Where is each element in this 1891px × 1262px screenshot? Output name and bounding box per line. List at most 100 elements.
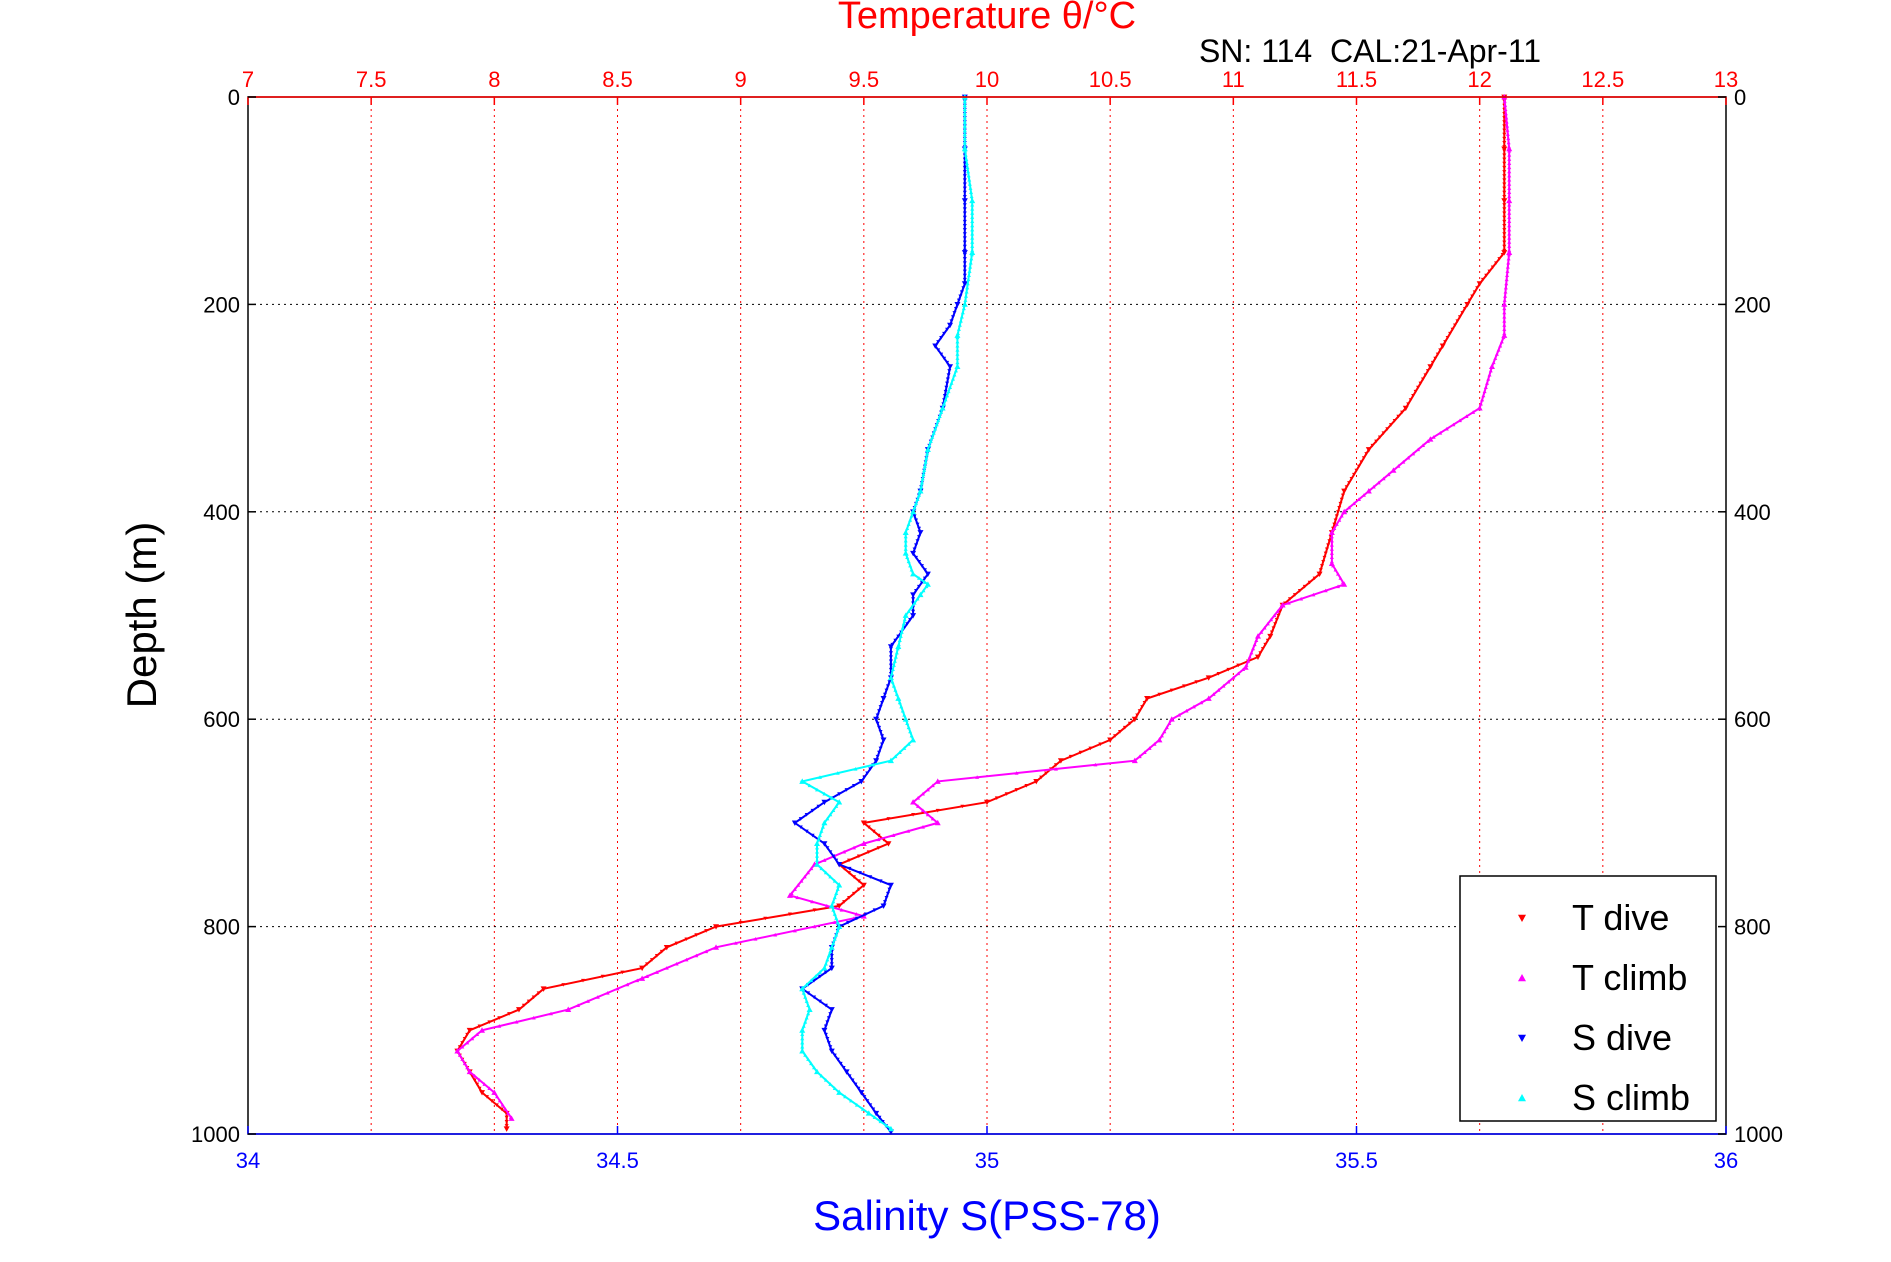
sample-marker <box>1318 568 1323 572</box>
sample-marker <box>1502 157 1507 162</box>
sample-marker <box>1221 684 1226 688</box>
sample-marker <box>649 958 654 962</box>
sample-marker <box>1211 692 1216 696</box>
sample-marker <box>955 348 960 352</box>
sample-marker <box>1159 733 1164 738</box>
sample-marker <box>825 1036 830 1041</box>
sample-marker <box>970 211 975 215</box>
sample-marker <box>829 903 834 908</box>
sample-marker <box>798 817 803 821</box>
sample-marker <box>1502 318 1507 323</box>
right-tick-label: 200 <box>1734 292 1771 317</box>
sample-marker <box>1329 534 1334 539</box>
sample-marker <box>946 373 951 377</box>
sample-marker <box>815 1069 820 1074</box>
sample-marker <box>801 1024 806 1028</box>
sample-marker <box>714 925 719 929</box>
sample-marker <box>909 513 914 518</box>
sample-marker <box>1137 709 1142 713</box>
sample-marker <box>1425 439 1430 443</box>
bottom-tick-label: 35 <box>975 1148 999 1173</box>
sample-marker <box>962 261 967 265</box>
sample-marker <box>893 638 898 643</box>
sample-marker <box>462 1061 467 1066</box>
sample-marker <box>962 165 967 170</box>
sample-marker <box>1246 659 1251 663</box>
sample-marker <box>962 144 967 149</box>
top-axis-title: Temperature θ/°C <box>838 0 1136 37</box>
sample-marker <box>1502 186 1507 191</box>
sample-marker <box>484 1095 489 1099</box>
sample-marker <box>817 999 822 1004</box>
sample-marker <box>1464 414 1469 418</box>
data-point <box>1501 146 1508 152</box>
sample-marker <box>962 186 967 191</box>
sample-marker <box>850 1078 855 1083</box>
sample-marker <box>1455 319 1460 323</box>
sample-marker <box>1485 381 1490 385</box>
sample-marker <box>961 306 966 311</box>
sample-marker <box>868 767 873 771</box>
sample-marker <box>829 962 834 966</box>
sample-marker <box>835 920 840 925</box>
sample-marker <box>1231 675 1236 680</box>
sample-marker <box>1502 145 1507 149</box>
sample-marker <box>1493 356 1498 360</box>
sample-marker <box>809 1061 814 1066</box>
sample-marker <box>887 887 892 892</box>
sample-marker <box>825 846 830 850</box>
sample-marker <box>1216 688 1221 692</box>
sample-marker <box>903 547 908 551</box>
sample-marker <box>994 796 999 801</box>
sample-marker <box>911 593 916 597</box>
sample-marker <box>911 800 916 804</box>
sample-marker <box>922 580 927 584</box>
sample-marker <box>1486 377 1491 381</box>
sample-marker <box>951 315 956 319</box>
sample-marker <box>1274 618 1279 622</box>
sample-marker <box>487 1020 492 1025</box>
sample-marker <box>1494 352 1499 356</box>
sample-marker <box>835 1057 840 1062</box>
sample-marker <box>1255 655 1260 659</box>
sample-marker <box>1333 518 1338 523</box>
sample-marker <box>1504 277 1509 282</box>
sample-marker <box>813 974 818 978</box>
sample-marker <box>1352 501 1357 506</box>
sample-marker <box>508 1115 513 1120</box>
sample-marker <box>902 617 907 622</box>
sample-marker <box>1068 754 1073 759</box>
sample-marker <box>824 903 829 908</box>
sample-marker <box>1453 323 1458 328</box>
sample-marker <box>942 356 947 361</box>
sample-marker <box>853 766 858 771</box>
sample-marker <box>893 754 898 759</box>
sample-marker <box>1147 746 1152 750</box>
sample-marker <box>945 377 950 382</box>
sample-marker <box>955 302 960 307</box>
sample-marker <box>1505 273 1510 277</box>
sample-marker <box>1507 215 1512 219</box>
sample-marker <box>1356 497 1361 501</box>
sample-marker <box>912 514 917 518</box>
legend-marker <box>1518 914 1526 922</box>
y-axis-title: Depth (m) <box>118 522 165 709</box>
sample-marker <box>1502 310 1507 315</box>
sample-marker <box>654 954 659 958</box>
data-point <box>1341 581 1348 587</box>
sample-marker <box>802 874 807 879</box>
sample-marker <box>806 1011 811 1016</box>
sample-marker <box>962 240 967 245</box>
sample-marker <box>963 298 968 302</box>
sample-marker <box>1502 302 1507 306</box>
legend: T dive T climb S dive S climb <box>1459 875 1717 1122</box>
sample-marker <box>1118 730 1123 734</box>
sample-marker <box>909 605 914 609</box>
sample-marker <box>878 1119 883 1124</box>
sample-marker <box>460 1057 465 1061</box>
data-point <box>503 1126 510 1132</box>
sample-marker <box>581 978 586 983</box>
sample-marker <box>822 842 827 846</box>
sample-marker <box>875 721 880 726</box>
sample-marker <box>962 199 967 203</box>
